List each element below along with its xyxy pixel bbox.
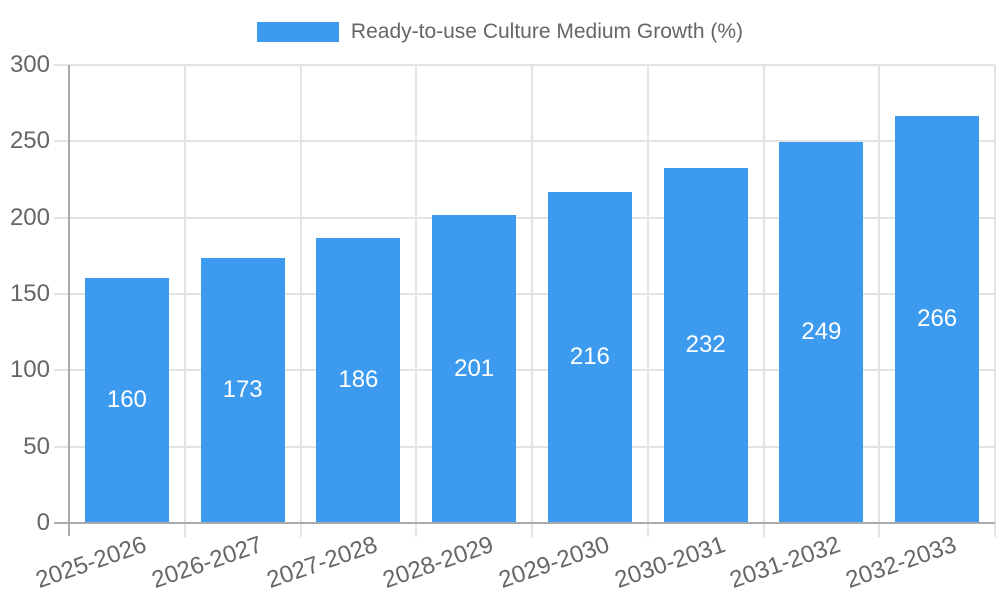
y-gridline [54,216,995,219]
legend-swatch [256,22,339,42]
bar-2030-2031[interactable]: 232 [663,167,748,522]
x-gridline [415,65,418,537]
y-tick-label: 100 [9,356,50,384]
bar-value-label: 216 [569,343,610,371]
bar-2029-2030[interactable]: 216 [547,192,632,522]
x-gridline [762,65,765,537]
y-gridline [54,445,995,448]
bar-2028-2029[interactable]: 201 [432,215,517,522]
bar-2031-2032[interactable]: 249 [779,141,864,522]
x-gridline [299,65,302,537]
x-gridline [531,65,533,537]
bar-value-label: 249 [801,317,842,345]
legend-label: Ready-to-use Culture Medium Growth (%) [350,20,744,43]
y-gridline [54,64,995,66]
y-gridline [54,293,995,295]
y-tick-label: 0 [36,509,50,536]
x-gridline [878,65,881,537]
y-tick-label: 300 [9,51,50,78]
bar-value-label: 266 [917,304,958,332]
bar-2025-2026[interactable]: 160 [84,277,169,522]
y-axis-line [68,65,70,536]
x-gridline [994,65,996,537]
y-tick-label: 150 [9,280,50,307]
bar-value-label: 201 [454,354,495,382]
bar-2026-2027[interactable]: 173 [200,257,285,522]
x-gridline [183,65,186,537]
bar-value-label: 173 [222,375,263,403]
bar-2032-2033[interactable]: 266 [895,115,980,522]
bar-value-label: 186 [338,366,379,393]
y-tick-label: 50 [23,432,50,460]
x-axis-line [54,522,995,524]
y-gridline [54,140,995,143]
y-tick-label: 250 [9,127,50,155]
legend-item[interactable]: Ready-to-use Culture Medium Growth (%) [0,16,1000,48]
y-gridline [54,369,995,372]
y-tick-label: 200 [9,203,50,231]
x-gridline [646,65,649,537]
bar-value-label: 232 [685,330,726,358]
bar-2027-2028[interactable]: 186 [316,238,401,522]
bar-value-label: 160 [106,385,147,413]
